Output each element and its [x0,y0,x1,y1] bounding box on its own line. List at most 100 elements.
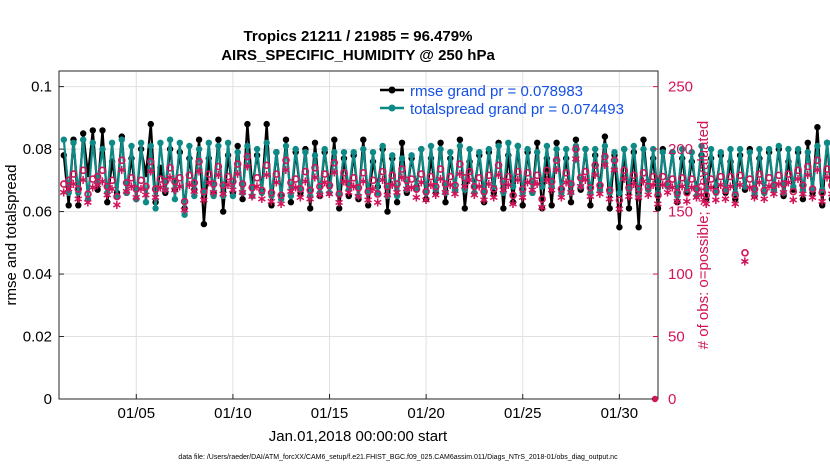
possible-marker [697,182,706,191]
possible-marker [79,166,87,175]
evaluated-marker: ∗ [740,254,751,269]
evaluated-marker: ∗ [643,188,654,203]
possible-marker [147,157,155,166]
possible-marker [364,187,373,196]
evaluated-marker: ∗ [68,177,79,192]
possible-marker [185,171,194,180]
rmse-point [311,139,319,146]
possible-marker [456,160,464,168]
rmse-point [500,205,507,212]
totalspread-point [669,149,676,156]
totalspread-point [331,149,338,156]
evaluated-marker: ∗ [773,177,784,192]
possible-marker [64,176,73,185]
evaluated-marker: ∗ [271,176,282,191]
rmse-point [635,224,642,231]
totalspread-point [823,139,830,146]
totalspread-point [635,192,642,200]
evaluated-marker: ∗ [474,179,485,194]
possible-marker [523,169,532,177]
totalspread-point [543,142,551,150]
possible-marker [591,161,600,170]
possible-marker [828,182,830,189]
totalspread-point [398,155,406,162]
totalspread-point [355,192,362,200]
possible-marker [605,186,614,195]
rmse-point [461,205,468,212]
possible-marker [176,174,184,182]
evaluated-marker: ∗ [730,197,741,212]
rmse-point [80,130,87,137]
totalspread-point [514,142,522,150]
evaluated-marker: ∗ [160,183,171,198]
possible-marker [233,160,242,168]
possible-marker [407,175,416,183]
possible-marker [296,185,305,193]
possible-marker [224,172,232,181]
totalspread-point [142,199,150,206]
rmse-point [616,224,623,231]
evaluated-marker: ∗ [488,191,499,206]
rmse-point [360,136,367,143]
possible-marker [354,184,363,192]
evaluated-marker: ∗ [242,159,253,174]
evaluated-marker: ∗ [508,197,519,212]
evaluated-marker: ∗ [310,171,321,186]
possible-marker [572,145,580,153]
possible-marker [755,170,764,178]
totalspread-point [529,189,536,196]
possible-marker [113,192,121,201]
evaluated-marker: ∗ [551,163,562,178]
possible-marker [774,171,783,180]
possible-marker [552,156,561,165]
evaluated-marker: ∗ [783,176,794,191]
totalspread-point [128,142,135,150]
evaluated-marker: ∗ [768,187,779,202]
evaluated-marker: ∗ [469,188,480,203]
legend-rmse-label: rmse grand pr = 0.078983 [410,83,583,100]
totalspread-point [307,192,314,200]
rmse-point [393,199,401,206]
evaluated-marker: ∗ [416,176,427,191]
possible-marker [253,174,261,182]
possible-marker [731,191,740,200]
y-tick-label-right: 50 [668,329,685,346]
evaluated-marker: ∗ [343,186,354,201]
totalspread-point [379,142,386,150]
evaluated-marker: ∗ [63,182,74,197]
rmse-point [572,136,580,143]
totalspread-point [630,142,637,150]
totalspread-point [625,186,633,193]
totalspread-point [485,145,493,153]
rmse-point [480,199,488,206]
evaluated-marker: ∗ [711,193,722,208]
evaluated-marker: ∗ [213,168,224,183]
totalspread-point [171,195,179,203]
possible-marker [422,187,430,196]
totalspread-point [302,149,309,156]
possible-marker [301,167,310,176]
evaluated-marker: ∗ [276,197,287,212]
possible-marker [460,174,469,182]
y-tick-label-left: 0.06 [23,204,52,221]
evaluated-marker: ∗ [614,202,625,217]
y-tick-label-left: 0.1 [31,79,52,96]
rmse-point [819,202,826,209]
possible-marker [813,156,822,165]
totalspread-point [263,139,270,146]
possible-marker [465,167,474,176]
evaluated-marker: ∗ [696,188,707,203]
totalspread-point [253,145,261,153]
totalspread-point [215,142,222,150]
evaluated-marker: ∗ [387,178,398,193]
rmse-point [814,124,821,131]
totalspread-point [108,139,116,146]
evaluated-marker: ∗ [609,163,620,178]
totalspread-point [442,189,449,196]
rmse-point [200,220,208,228]
possible-marker [417,170,426,178]
evaluated-marker: ∗ [319,176,330,191]
evaluated-marker: ∗ [397,171,408,186]
evaluated-marker: ∗ [203,176,214,191]
possible-marker [316,182,324,191]
